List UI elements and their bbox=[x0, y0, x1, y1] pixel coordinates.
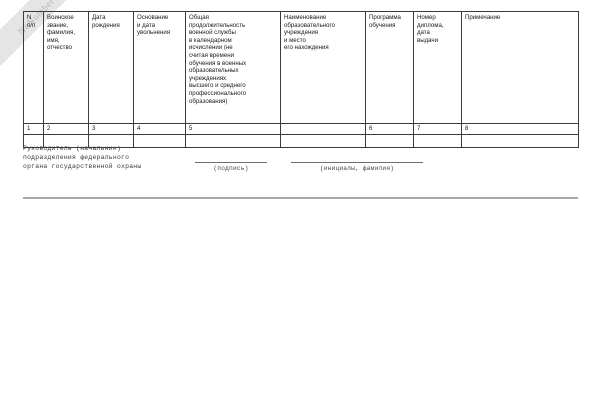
header-line: Дата bbox=[92, 14, 106, 21]
name-slot[interactable]: (инициалы, фамилия) bbox=[291, 161, 423, 173]
table-header-cell-2: Воинское звание, фамилия, имя, отчество bbox=[43, 11, 89, 124]
name-rule bbox=[291, 161, 423, 163]
header-line: дата bbox=[417, 29, 430, 37]
table-column-number-cell-8: 7 bbox=[413, 123, 462, 135]
signature-slot[interactable]: (подпись) bbox=[195, 161, 267, 173]
signer-title-line: Руководитель (начальник) bbox=[23, 145, 122, 152]
header-line: учреждениях bbox=[189, 74, 227, 82]
header-line: и дата bbox=[137, 21, 156, 29]
table-column-number-cell-2: 2 bbox=[43, 123, 89, 135]
header-line: в календарном bbox=[189, 36, 232, 44]
signature-block: Руководитель (начальник) подразделения фе… bbox=[23, 144, 563, 172]
table-column-number-cell-4: 4 bbox=[133, 123, 186, 135]
header-line: рождения bbox=[92, 21, 120, 29]
table-column-number-cell-6 bbox=[280, 123, 366, 135]
header-line: продолжительность bbox=[189, 21, 246, 29]
header-line: диплома, bbox=[417, 21, 444, 29]
table-column-number-cell-3: 3 bbox=[88, 123, 134, 135]
header-line: Программа bbox=[369, 14, 401, 21]
table-entry-cell-9[interactable] bbox=[461, 133, 579, 148]
table-header-cell-5: Общая продолжительность военной службы в ка… bbox=[185, 11, 281, 124]
table-header-cell-8: Номер диплома, дата выдачи bbox=[413, 11, 462, 124]
signature-rule bbox=[195, 161, 267, 163]
header-line: Номер bbox=[417, 14, 436, 21]
signature-caption: (подпись) bbox=[213, 164, 249, 172]
header-line: высшего и среднего bbox=[189, 82, 246, 90]
header-line: фамилия, bbox=[47, 29, 75, 37]
signer-title-line: органа государственной охраны bbox=[23, 163, 142, 171]
table-header-cell-4: Основание и дата увольнения bbox=[133, 11, 186, 124]
table-column-number-cell-9: 8 bbox=[461, 123, 579, 135]
header-line: образования) bbox=[189, 97, 228, 105]
footer-divider bbox=[23, 197, 578, 199]
header-line: военной службы bbox=[189, 29, 236, 37]
table-blank-entry-row bbox=[23, 133, 579, 148]
header-line: образовательных bbox=[189, 67, 239, 75]
header-line: Наименование bbox=[284, 14, 327, 21]
header-line: учреждения bbox=[284, 29, 319, 37]
table-header-cell-6: Наименование образовательного учреждения и … bbox=[280, 11, 366, 124]
table-column-number-cell-1: 1 bbox=[23, 123, 44, 135]
header-line: исчислении (не bbox=[189, 44, 233, 52]
header-line: Основание bbox=[137, 14, 169, 21]
header-line: имя, bbox=[47, 36, 60, 44]
header-line: п/п bbox=[27, 21, 36, 29]
header-line: обучения bbox=[369, 21, 396, 29]
table-header-cell-3: Дата рождения bbox=[88, 11, 134, 124]
header-line: и место bbox=[284, 36, 306, 44]
header-line: звание, bbox=[47, 21, 69, 29]
table-column-number-cell-5: 5 bbox=[185, 123, 281, 135]
table-column-number-cell-7: 6 bbox=[365, 123, 414, 135]
header-line: выдачи bbox=[417, 36, 439, 44]
header-line: отчество bbox=[47, 44, 73, 52]
name-caption: (инициалы, фамилия) bbox=[319, 164, 395, 172]
header-line: Общая bbox=[189, 14, 209, 21]
header-line: образовательного bbox=[284, 21, 335, 29]
table-header-cell-7: Программа обучения bbox=[365, 11, 414, 124]
header-line: его нахождения bbox=[284, 44, 329, 52]
header-line: Примечание bbox=[465, 14, 501, 21]
header-line: Воинское bbox=[47, 14, 74, 21]
table-header-cell-9: Примечание bbox=[461, 11, 579, 124]
signer-title-line: подразделения федерального bbox=[23, 154, 130, 162]
header-line: обучения в военных bbox=[189, 59, 247, 67]
header-line: N bbox=[27, 14, 32, 21]
header-line: профессионального bbox=[189, 89, 247, 97]
signer-title: Руководитель (начальник) подразделения фе… bbox=[23, 144, 563, 172]
header-line: увольнения bbox=[137, 29, 171, 37]
header-line: считая времени bbox=[189, 51, 235, 59]
